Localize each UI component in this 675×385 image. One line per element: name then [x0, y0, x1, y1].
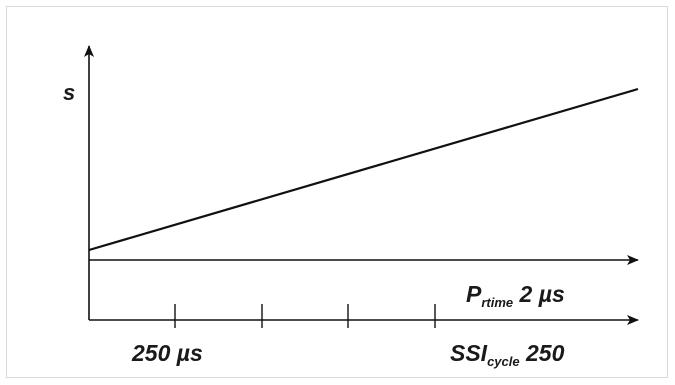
diagram-frame [6, 6, 668, 378]
prtime-label-sub: rtime [481, 295, 513, 310]
ssi-label-value: 250 [520, 340, 565, 366]
y-axis-label: s [63, 80, 75, 105]
prtime-label-value: 2 µs [513, 281, 565, 307]
ssi-label-sub: cycle [487, 354, 520, 369]
prtime-label-main: P [466, 281, 482, 307]
ssi-cycle-label: SSIcycle 250 [450, 340, 565, 369]
tick-label-250us: 250 µs [131, 340, 203, 366]
position-line [88, 87, 639, 252]
ssi-label-main: SSI [450, 340, 488, 366]
prtime-label: Prtime 2 µs [466, 281, 565, 310]
